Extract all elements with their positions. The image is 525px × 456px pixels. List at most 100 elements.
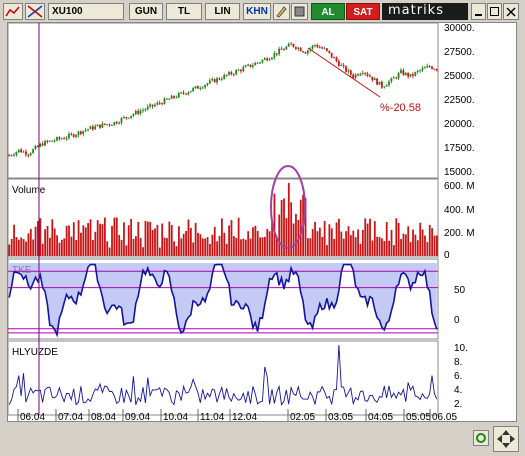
volume-bar: [34, 226, 37, 256]
volume-bar: [295, 213, 297, 256]
price-candle: [29, 153, 32, 156]
volume-bar: [216, 241, 219, 256]
volume-bar: [37, 220, 39, 256]
x-axis-labels: 06.04 07.04 08.04 09.04 10.04 11.04 12.04 02.05…: [17, 409, 457, 423]
volume-bar: [381, 238, 383, 256]
price-candle: [118, 122, 120, 124]
volume-ylabel-3: 0: [444, 250, 450, 261]
price-candle: [58, 137, 61, 139]
price-candle: [247, 64, 249, 66]
price-candle: [156, 102, 159, 105]
volume-bar: [173, 241, 176, 256]
price-candle: [134, 110, 137, 115]
volume-bar: [275, 238, 278, 256]
price-candle: [206, 83, 209, 85]
price-candle: [251, 65, 254, 67]
refresh-icon[interactable]: [473, 430, 489, 446]
khn-button[interactable]: KHN: [243, 3, 271, 20]
edit-icon[interactable]: [273, 3, 290, 20]
volume-bar: [25, 241, 27, 256]
volume-bar: [285, 218, 288, 256]
price-candle: [357, 74, 359, 76]
scale-lin-button[interactable]: LIN: [205, 3, 240, 20]
price-candle: [65, 137, 68, 139]
volume-bar: [170, 225, 173, 256]
x-axis-label: 06.05: [432, 412, 457, 421]
price-candle: [32, 149, 34, 154]
chart-canvas[interactable]: Volume TKE HLYUZDE 30000. 27500. 25000. …: [7, 22, 516, 423]
volume-bar: [237, 217, 240, 256]
price-candle: [414, 72, 417, 76]
hlyuzde-title: HLYUZDE: [12, 347, 58, 358]
volume-bar: [407, 226, 410, 256]
price-candle: [244, 65, 247, 68]
price-candle: [402, 70, 405, 75]
price-candle: [409, 74, 412, 77]
volume-bar: [108, 247, 111, 256]
volume-ylabel-2: 200. M: [444, 228, 475, 239]
volume-bar: [352, 230, 355, 256]
volume-bar: [283, 198, 285, 256]
price-candle: [158, 102, 161, 104]
price-candle: [321, 47, 324, 49]
price-candle: [56, 137, 58, 141]
minimize-icon[interactable]: [471, 3, 486, 20]
currency-tl-button[interactable]: TL: [166, 3, 202, 20]
price-candle: [194, 86, 197, 88]
x-axis-label: 05.05: [406, 412, 431, 421]
price-candle: [392, 77, 395, 79]
volume-bar: [44, 229, 47, 256]
volume-bar: [101, 224, 104, 256]
scroll-arrows[interactable]: [493, 426, 519, 452]
volume-title: Volume: [12, 185, 46, 196]
sell-button[interactable]: SAT: [346, 3, 380, 20]
volume-bar: [211, 234, 214, 256]
volume-bar: [51, 219, 54, 256]
volume-bar: [299, 199, 302, 256]
hly-ylabel-4: 2.: [454, 399, 462, 410]
price-ylabel-6: 15000.: [444, 167, 475, 178]
price-panel: [7, 22, 439, 179]
volume-bar: [307, 238, 309, 256]
indicator-icon[interactable]: [25, 3, 45, 20]
price-candle: [421, 68, 424, 71]
price-candle: [349, 70, 352, 75]
price-candle: [53, 140, 56, 142]
price-candle: [426, 66, 429, 68]
tke-ylabel-0: 50: [454, 285, 466, 296]
price-candle: [168, 98, 171, 100]
volume-bar: [161, 223, 164, 256]
price-candle: [34, 145, 37, 150]
buy-button[interactable]: AL: [311, 3, 345, 20]
price-ylabel-0: 30000.: [444, 23, 475, 34]
volume-bar: [123, 222, 125, 256]
volume-highlight-ellipse[interactable]: [270, 165, 306, 249]
price-candle: [259, 62, 261, 64]
volume-bar: [311, 229, 314, 256]
price-candle: [354, 74, 357, 78]
price-candle: [266, 58, 269, 61]
volume-bar: [376, 236, 379, 256]
close-icon[interactable]: [503, 3, 519, 20]
price-candle: [132, 114, 135, 116]
volume-bar: [187, 219, 190, 256]
settings-icon[interactable]: [291, 3, 308, 20]
period-gun-button[interactable]: GUN: [129, 3, 163, 20]
chart-type-icon[interactable]: [3, 3, 23, 20]
maximize-icon[interactable]: [487, 3, 502, 20]
price-candle: [433, 68, 436, 70]
price-candle: [435, 69, 438, 71]
volume-bar: [338, 218, 340, 256]
price-candle: [345, 66, 347, 72]
volume-bar: [135, 236, 137, 256]
volume-bar: [96, 220, 99, 256]
trend-line[interactable]: [307, 47, 381, 98]
price-candle: [192, 87, 195, 91]
x-axis-label: 12.04: [232, 412, 257, 421]
volume-panel: [7, 178, 439, 258]
volume-bar: [56, 235, 58, 256]
price-candle: [314, 44, 316, 46]
symbol-field[interactable]: XU100: [48, 3, 124, 20]
volume-bar: [8, 244, 11, 256]
chart-area[interactable]: Volume TKE HLYUZDE 30000. 27500. 25000. …: [7, 22, 517, 423]
